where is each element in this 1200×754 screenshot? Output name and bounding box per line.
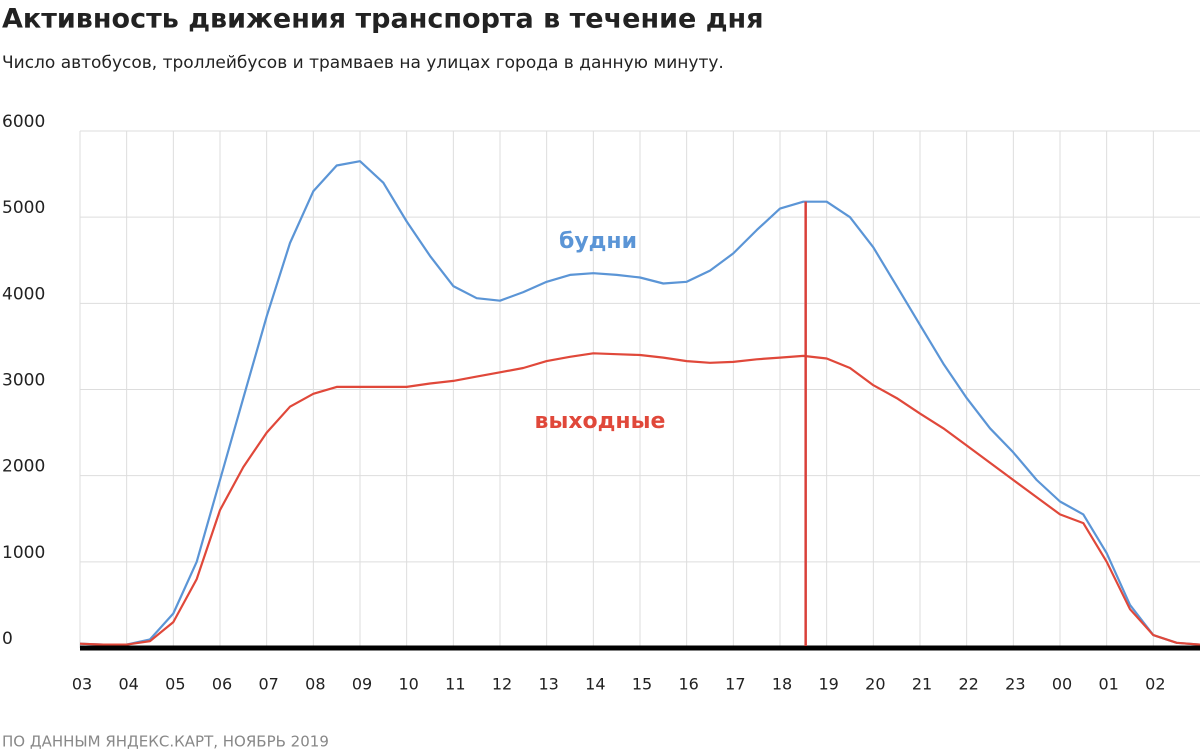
series-label: выходные — [535, 409, 666, 434]
x-tick-label: 23 — [1005, 675, 1025, 694]
x-tick-label: 10 — [398, 675, 418, 694]
series-line — [79, 352, 1200, 646]
x-tick-label: 03 — [72, 675, 92, 694]
x-tick-label: 02 — [1145, 675, 1165, 694]
y-tick-label: 6000 — [2, 112, 45, 132]
source-note: ПО ДАННЫМ ЯНДЕКС.КАРТ, НОЯБРЬ 2019 — [2, 733, 329, 751]
y-tick-label: 5000 — [2, 198, 45, 218]
x-tick-label: 14 — [585, 675, 605, 694]
series-line — [79, 160, 1200, 646]
x-tick-label: 21 — [912, 675, 932, 694]
x-tick-label: 15 — [632, 675, 652, 694]
x-tick-label: 13 — [538, 675, 558, 694]
series-label: будни — [559, 229, 637, 254]
x-tick-label: 18 — [772, 675, 792, 694]
x-tick-label: 20 — [865, 675, 885, 694]
y-tick-label: 3000 — [2, 371, 45, 391]
x-tick-label: 06 — [212, 675, 232, 694]
x-tick-label: 16 — [678, 675, 698, 694]
x-tick-label: 01 — [1098, 675, 1118, 694]
y-tick-label: 4000 — [2, 284, 45, 304]
chart-title: Активность движения транспорта в течение… — [2, 4, 764, 35]
y-tick-label: 1000 — [2, 543, 45, 563]
y-tick-label: 2000 — [2, 457, 45, 477]
x-tick-label: 17 — [725, 675, 745, 694]
chart-subtitle: Число автобусов, троллейбусов и трамваев… — [2, 53, 724, 73]
x-tick-label: 12 — [492, 675, 512, 694]
x-tick-label: 04 — [118, 675, 138, 694]
x-tick-label: 19 — [818, 675, 838, 694]
x-tick-label: 08 — [305, 675, 325, 694]
y-tick-label: 0 — [2, 629, 13, 649]
x-tick-label: 11 — [445, 675, 465, 694]
x-tick-label: 00 — [1052, 675, 1072, 694]
x-tick-label: 09 — [352, 675, 372, 694]
x-tick-label: 07 — [258, 675, 278, 694]
x-tick-label: 22 — [958, 675, 978, 694]
x-tick-label: 05 — [165, 675, 185, 694]
